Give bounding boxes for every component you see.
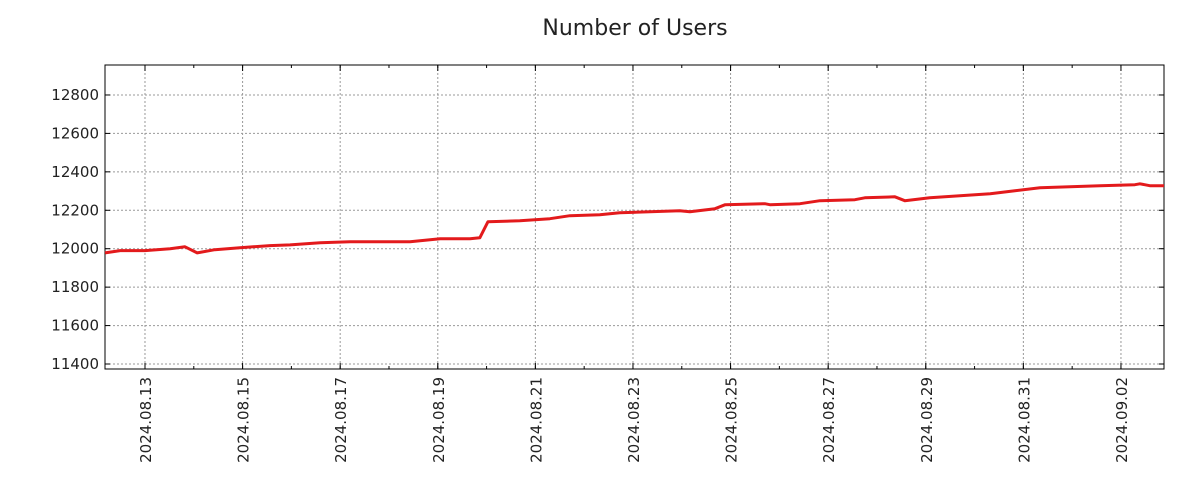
y-tick-label: 12600	[51, 124, 99, 142]
y-tick-label-group: 12800	[51, 86, 99, 104]
x-tick-label: 2024.09.02	[1113, 377, 1131, 463]
chart-title: Number of Users	[542, 16, 728, 41]
x-tick-label-group: 2024.08.21	[527, 377, 545, 463]
x-tick-label: 2024.08.25	[723, 377, 741, 463]
x-tick-label-group: 2024.08.31	[1015, 377, 1033, 463]
y-tick-label-group: 12200	[51, 201, 99, 219]
y-tick-label-group: 12400	[51, 163, 99, 181]
x-tick-label: 2024.08.13	[137, 377, 155, 463]
y-tick-label: 11800	[51, 278, 99, 296]
x-tick-label-group: 2024.09.02	[1113, 377, 1131, 463]
y-tick-label-group: 11800	[51, 278, 99, 296]
y-tick-label-group: 12600	[51, 124, 99, 142]
x-tick-label-group: 2024.08.19	[430, 377, 448, 463]
x-tick-label: 2024.08.19	[430, 377, 448, 463]
x-tick-label-group: 2024.08.15	[235, 377, 253, 463]
series-line	[104, 182, 1164, 255]
x-tick-label-group: 2024.08.27	[820, 377, 838, 463]
x-tick-label: 2024.08.27	[820, 377, 838, 463]
x-tick-label-group: 2024.08.17	[332, 377, 350, 463]
y-tick-label-group: 11600	[51, 317, 99, 335]
x-tick-label: 2024.08.15	[235, 377, 253, 463]
x-tick-label: 2024.08.31	[1015, 377, 1033, 463]
plot-frame	[104, 64, 1165, 370]
x-tick-label: 2024.08.23	[625, 377, 643, 463]
x-tick-label: 2024.08.29	[918, 377, 936, 463]
x-tick-label-group: 2024.08.23	[625, 377, 643, 463]
y-tick-label: 12200	[51, 201, 99, 219]
y-tick-label: 12400	[51, 163, 99, 181]
y-tick-label: 11400	[51, 355, 99, 373]
x-tick-label: 2024.08.21	[527, 377, 545, 463]
y-tick-label: 12800	[51, 86, 99, 104]
x-tick-label-group: 2024.08.25	[723, 377, 741, 463]
y-tick-label: 11600	[51, 317, 99, 335]
y-tick-label: 12000	[51, 240, 99, 258]
y-tick-label-group: 11400	[51, 355, 99, 373]
x-tick-label-group: 2024.08.29	[918, 377, 936, 463]
x-tick-label-group: 2024.08.13	[137, 377, 155, 463]
x-tick-label: 2024.08.17	[332, 377, 350, 463]
y-tick-label-group: 12000	[51, 240, 99, 258]
